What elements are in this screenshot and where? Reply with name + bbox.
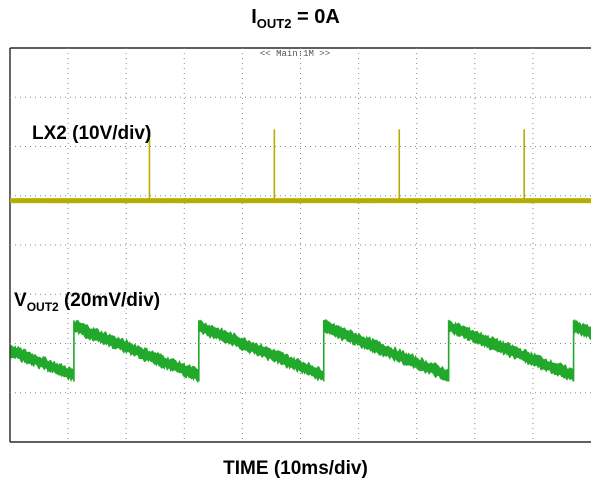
vout2-ripple-ramp <box>73 318 199 383</box>
x-axis-label: TIME (10ms/div) <box>223 458 368 479</box>
vout2-ripple-ramp <box>323 318 449 382</box>
vout2-ripple-ramp <box>10 320 74 383</box>
vout2-ripple-ramp <box>448 319 574 382</box>
vout2-ripple-ramp <box>198 319 324 381</box>
chart-title: IOUT2 = 0A <box>251 6 340 31</box>
scope-header: << Main:1M >> <box>260 49 330 59</box>
lx2-trace-noise <box>9 197 591 204</box>
oscilloscope-plot: << Main:1M >> <box>9 47 591 443</box>
lx2-trace-label: LX2 (10V/div) <box>32 123 152 144</box>
vout2-trace-label: VOUT2 (20mV/div) <box>14 290 161 314</box>
vout2-ripple-ramp <box>573 319 591 340</box>
